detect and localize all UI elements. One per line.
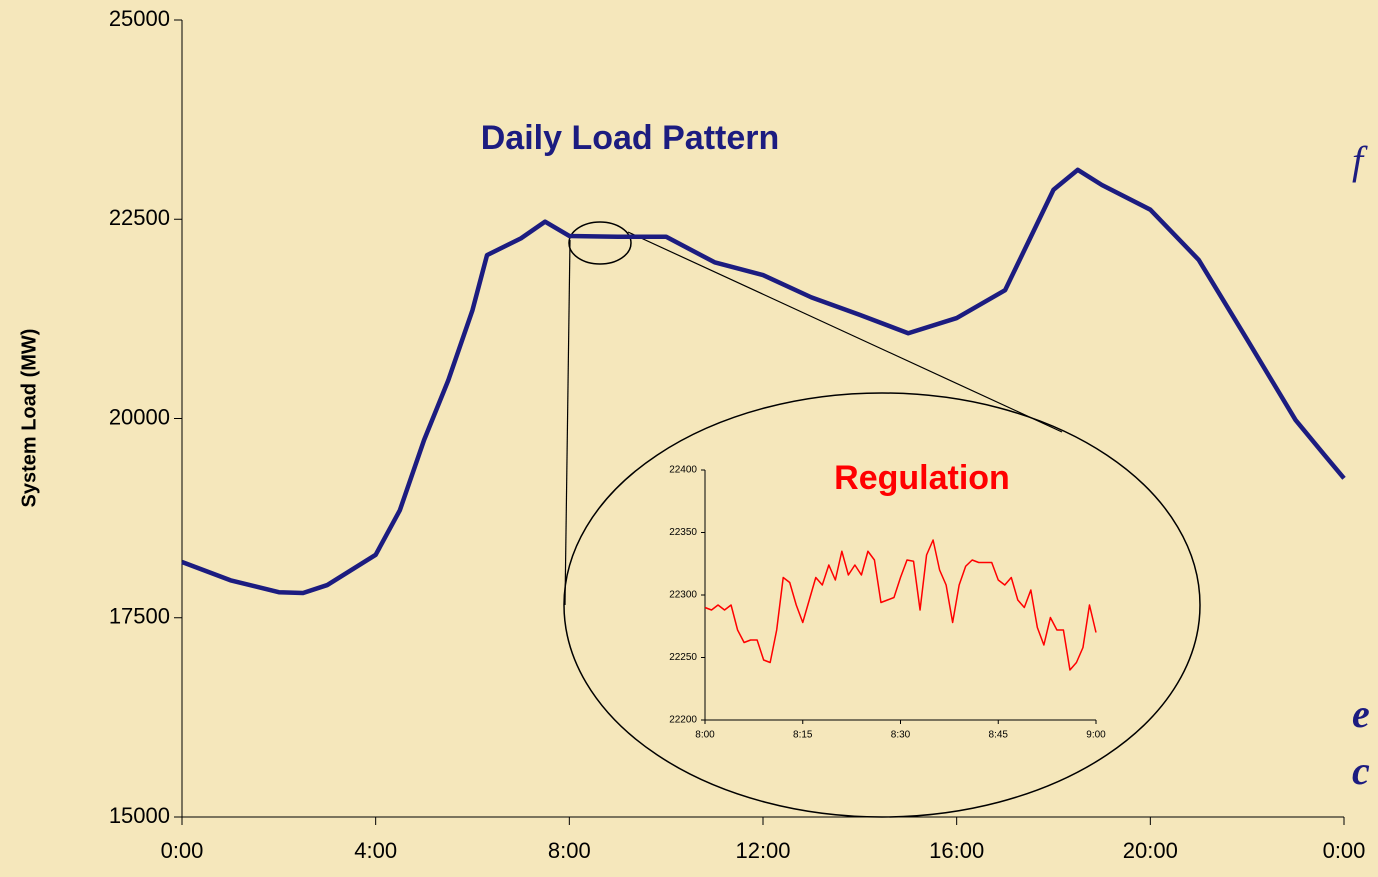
x-tick-label: 8:30 xyxy=(891,730,911,741)
zoom-ellipse xyxy=(568,221,632,265)
y-tick-label: 22200 xyxy=(669,715,697,726)
y-tick-label: 17500 xyxy=(109,604,170,629)
y-tick-label: 22350 xyxy=(669,527,697,538)
x-tick-label: 12:00 xyxy=(735,838,790,863)
x-tick-label: 0:00 xyxy=(161,838,204,863)
x-tick-label: 20:00 xyxy=(1123,838,1178,863)
x-tick-label: 0:00 xyxy=(1323,838,1366,863)
y-tick-label: 22500 xyxy=(109,205,170,230)
inset-title: Regulation xyxy=(834,459,1010,497)
annotation: e xyxy=(1352,691,1370,736)
zoom-connector xyxy=(627,231,1063,433)
x-tick-label: 4:00 xyxy=(354,838,397,863)
x-tick-label: 9:00 xyxy=(1086,730,1106,741)
y-axis-label: System Load (MW) xyxy=(18,329,40,508)
y-tick-label: 15000 xyxy=(109,803,170,828)
series-line xyxy=(704,539,1097,671)
x-tick-label: 8:15 xyxy=(793,730,813,741)
y-tick-label: 22400 xyxy=(669,465,697,476)
x-tick-label: 16:00 xyxy=(929,838,984,863)
series-line xyxy=(181,167,1346,596)
y-tick-label: 22250 xyxy=(669,652,697,663)
chart-title: Daily Load Pattern xyxy=(481,119,780,157)
y-tick-label: 22300 xyxy=(669,590,697,601)
x-tick-label: 8:00 xyxy=(548,838,591,863)
zoom-connector xyxy=(564,239,571,606)
x-tick-label: 8:45 xyxy=(989,730,1009,741)
y-tick-label: 25000 xyxy=(109,6,170,31)
x-tick-label: 8:00 xyxy=(695,730,715,741)
y-tick-label: 20000 xyxy=(109,404,170,429)
annotation: c xyxy=(1352,748,1370,793)
